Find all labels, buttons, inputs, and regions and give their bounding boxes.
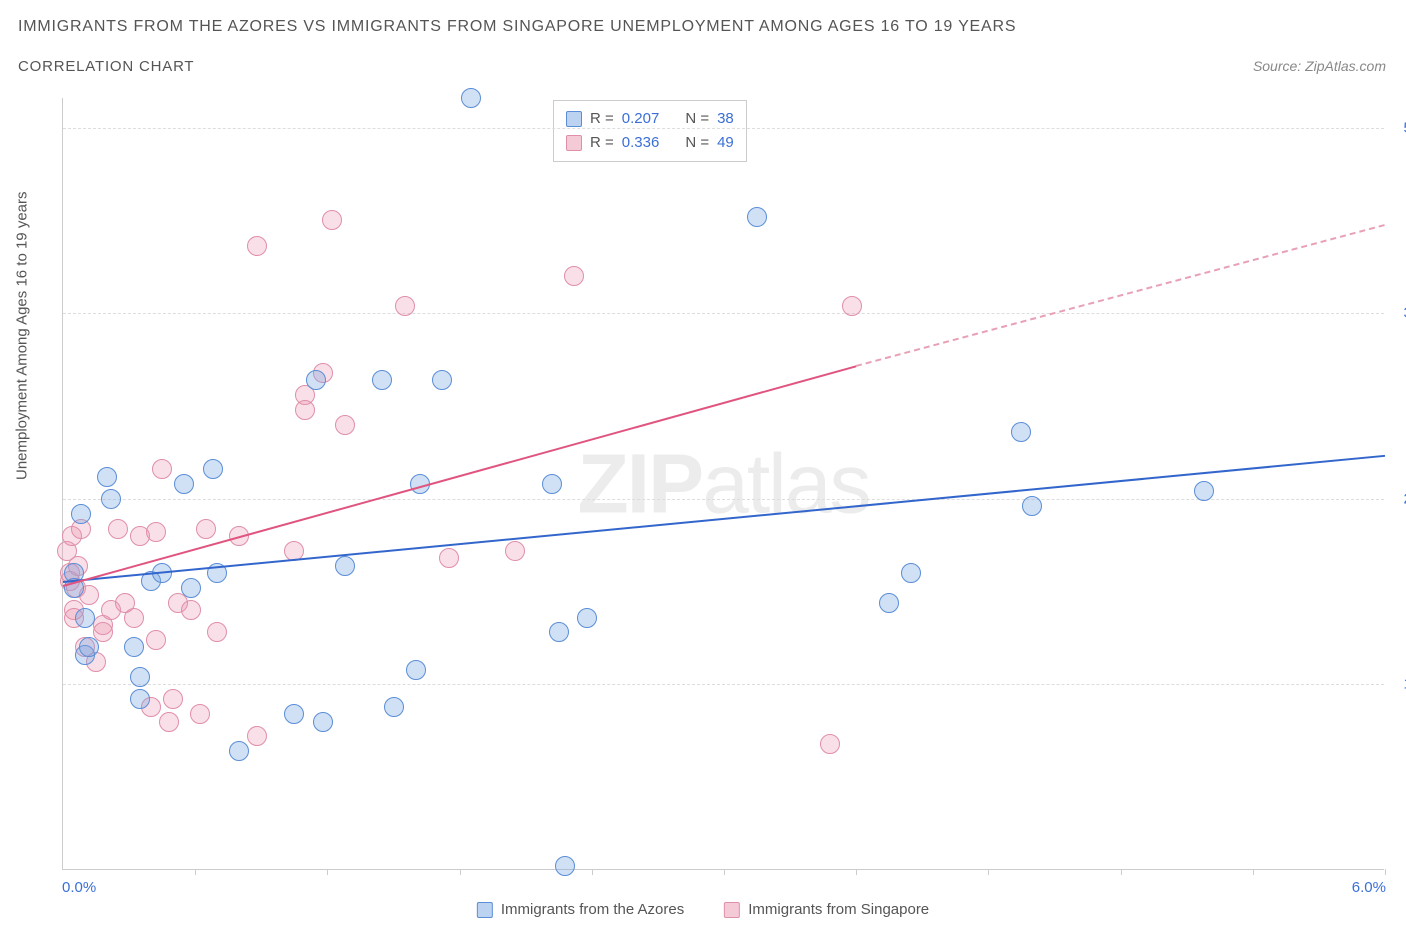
- singapore-point: [181, 600, 201, 620]
- singapore-point: [159, 712, 179, 732]
- azores-point: [97, 467, 117, 487]
- gridline: [63, 128, 1384, 129]
- azores-point: [313, 712, 333, 732]
- azores-point: [432, 370, 452, 390]
- source-attribution: Source: ZipAtlas.com: [1253, 58, 1386, 74]
- azores-point: [71, 504, 91, 524]
- singapore-point: [564, 266, 584, 286]
- gridline: [63, 499, 1384, 500]
- azores-point: [284, 704, 304, 724]
- x-axis-max-label: 6.0%: [1352, 879, 1386, 896]
- x-tick: [460, 869, 461, 875]
- x-tick: [592, 869, 593, 875]
- azores-point: [1194, 481, 1214, 501]
- singapore-point: [439, 548, 459, 568]
- legend-item: Immigrants from Singapore: [724, 901, 929, 918]
- azores-trendline: [63, 454, 1385, 582]
- watermark-bold: ZIP: [577, 436, 702, 530]
- singapore-point: [152, 459, 172, 479]
- y-tick-label: 25.0%: [1391, 490, 1406, 507]
- azores-point: [901, 563, 921, 583]
- legend-series-label: Immigrants from Singapore: [748, 901, 929, 918]
- legend-series-label: Immigrants from the Azores: [501, 901, 684, 918]
- gridline: [63, 313, 1384, 314]
- chart-subtitle: CORRELATION CHART: [18, 58, 194, 75]
- x-tick: [1385, 869, 1386, 875]
- azores-point: [542, 474, 562, 494]
- legend-r-value: 0.336: [622, 131, 660, 155]
- singapore-trendline-extrapolated: [856, 224, 1385, 367]
- azores-point: [577, 608, 597, 628]
- x-tick: [195, 869, 196, 875]
- azores-point: [372, 370, 392, 390]
- azores-point: [181, 578, 201, 598]
- y-axis-title: Unemployment Among Ages 16 to 19 years: [14, 191, 31, 480]
- azores-point: [461, 88, 481, 108]
- gridline: [63, 684, 1384, 685]
- singapore-point: [146, 630, 166, 650]
- azores-point: [306, 370, 326, 390]
- legend-swatch: [566, 135, 582, 151]
- singapore-point: [207, 622, 227, 642]
- legend-item: Immigrants from the Azores: [477, 901, 684, 918]
- azores-point: [203, 459, 223, 479]
- singapore-point: [395, 296, 415, 316]
- azores-point: [174, 474, 194, 494]
- y-tick-label: 37.5%: [1391, 305, 1406, 322]
- azores-point: [549, 622, 569, 642]
- azores-point: [75, 608, 95, 628]
- singapore-point: [163, 689, 183, 709]
- y-tick-label: 12.5%: [1391, 676, 1406, 693]
- singapore-point: [190, 704, 210, 724]
- x-tick: [1121, 869, 1122, 875]
- x-axis-min-label: 0.0%: [62, 879, 96, 896]
- azores-point: [229, 741, 249, 761]
- series-legend: Immigrants from the Azores Immigrants fro…: [477, 901, 929, 918]
- azores-point: [1022, 496, 1042, 516]
- legend-n-label: N =: [685, 131, 709, 155]
- singapore-point: [146, 522, 166, 542]
- correlation-legend: R =0.207N =38R =0.336N =49: [553, 100, 747, 162]
- x-tick: [988, 869, 989, 875]
- watermark-light: atlas: [702, 436, 869, 530]
- chart-title: IMMIGRANTS FROM THE AZORES VS IMMIGRANTS…: [18, 18, 1016, 36]
- azores-point: [406, 660, 426, 680]
- singapore-point: [505, 541, 525, 561]
- y-tick-label: 50.0%: [1391, 119, 1406, 136]
- azores-point: [1011, 422, 1031, 442]
- legend-swatch: [566, 111, 582, 127]
- azores-point: [879, 593, 899, 613]
- singapore-point: [322, 210, 342, 230]
- singapore-point: [124, 608, 144, 628]
- x-tick: [1253, 869, 1254, 875]
- singapore-point: [247, 726, 267, 746]
- azores-point: [555, 856, 575, 876]
- legend-swatch: [477, 902, 493, 918]
- legend-r-label: R =: [590, 131, 614, 155]
- x-tick: [724, 869, 725, 875]
- azores-point: [335, 556, 355, 576]
- scatter-plot-area: ZIPatlas R =0.207N =38R =0.336N =49 12.5…: [62, 98, 1384, 870]
- azores-point: [384, 697, 404, 717]
- legend-row: R = 0.336 N = 49: [566, 131, 734, 155]
- azores-point: [101, 489, 121, 509]
- singapore-point: [295, 400, 315, 420]
- x-tick: [327, 869, 328, 875]
- azores-point: [130, 667, 150, 687]
- azores-point: [124, 637, 144, 657]
- singapore-point: [196, 519, 216, 539]
- legend-swatch: [724, 902, 740, 918]
- azores-point: [747, 207, 767, 227]
- x-tick: [856, 869, 857, 875]
- azores-point: [79, 637, 99, 657]
- legend-n-value: 49: [717, 131, 734, 155]
- singapore-point: [108, 519, 128, 539]
- azores-point: [130, 689, 150, 709]
- singapore-point: [335, 415, 355, 435]
- singapore-point: [820, 734, 840, 754]
- singapore-point: [842, 296, 862, 316]
- singapore-point: [247, 236, 267, 256]
